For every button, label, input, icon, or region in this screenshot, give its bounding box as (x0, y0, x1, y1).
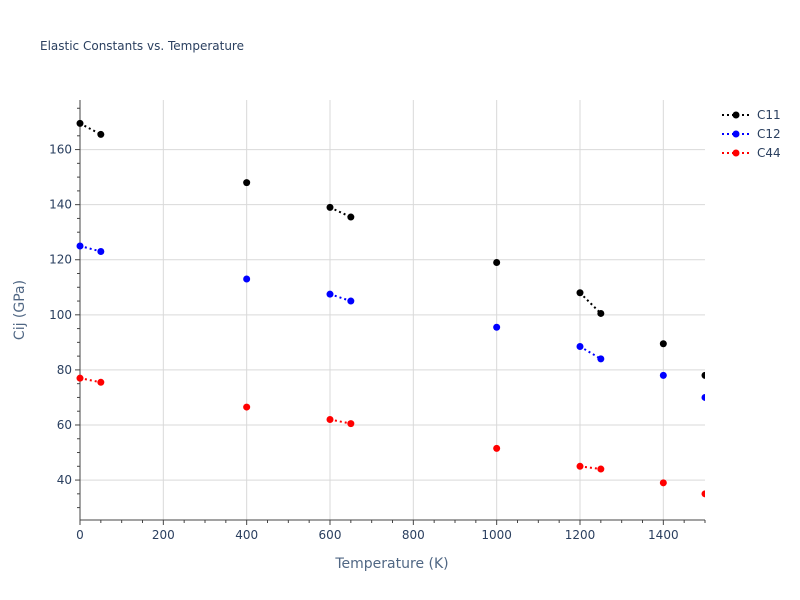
data-point-c44[interactable] (701, 490, 709, 498)
y-axis-title: Cij (GPa) (12, 280, 28, 340)
y-tick-label: 60 (57, 418, 72, 432)
chart-title: Elastic Constants vs. Temperature (40, 39, 244, 53)
legend[interactable]: C11 C12 C44 (722, 108, 781, 160)
series-line-c12 (79, 245, 102, 253)
x-tick-label: 1000 (481, 528, 512, 542)
data-point-c11[interactable] (347, 213, 355, 221)
data-point-c12[interactable] (347, 297, 355, 305)
x-tick-label: 600 (319, 528, 342, 542)
data-point-c44[interactable] (597, 465, 605, 473)
y-tick-label: 160 (49, 143, 72, 157)
x-tick-label: 0 (76, 528, 84, 542)
data-point-c44[interactable] (576, 462, 584, 470)
series-line-c11 (329, 206, 352, 218)
legend-marker (732, 130, 740, 138)
x-tick-label: 800 (402, 528, 425, 542)
x-tick-label: 1400 (648, 528, 679, 542)
y-tick-label: 80 (57, 363, 72, 377)
data-layer (76, 119, 709, 498)
data-point-c12[interactable] (597, 355, 605, 363)
series-line-c12 (579, 345, 602, 360)
y-tick-label: 100 (49, 308, 72, 322)
data-point-c12[interactable] (659, 371, 667, 379)
series-c12 (76, 242, 709, 401)
data-point-c12[interactable] (326, 290, 334, 298)
data-point-c44[interactable] (326, 415, 334, 423)
legend-label: C11 (757, 108, 781, 122)
data-point-c11[interactable] (76, 119, 84, 127)
data-point-c12[interactable] (243, 275, 251, 283)
data-point-c11[interactable] (97, 130, 105, 138)
x-tick-label: 400 (235, 528, 258, 542)
series-line-c44 (79, 377, 102, 384)
series-line-c12 (329, 293, 352, 302)
data-point-c12[interactable] (701, 393, 709, 401)
data-point-c44[interactable] (97, 378, 105, 386)
data-point-c11[interactable] (701, 371, 709, 379)
series-line-c44 (579, 465, 601, 471)
x-axis-title: Temperature (K) (334, 556, 448, 572)
data-point-c44[interactable] (493, 444, 501, 452)
y-tick-label: 140 (49, 198, 72, 212)
data-point-c12[interactable] (76, 242, 84, 250)
data-point-c12[interactable] (97, 247, 105, 255)
legend-item-c11[interactable]: C11 (722, 108, 781, 122)
data-point-c44[interactable] (76, 374, 84, 382)
data-point-c44[interactable] (243, 403, 251, 411)
legend-label: C44 (757, 146, 781, 160)
data-point-c11[interactable] (326, 203, 334, 211)
legend-item-c12[interactable]: C12 (722, 127, 781, 141)
series-c11 (76, 119, 709, 379)
axes-layer: 0 200 400 600 800 1000 1200 1400 40 60 80 100 120 140… (49, 100, 706, 542)
legend-label: C12 (757, 127, 781, 141)
data-point-c12[interactable] (576, 342, 584, 350)
grid-layer (80, 100, 705, 520)
series-line-c11 (579, 292, 602, 315)
y-tick-label: 120 (49, 253, 72, 267)
data-point-c11[interactable] (243, 179, 251, 187)
data-point-c44[interactable] (347, 420, 355, 428)
legend-marker (732, 149, 740, 157)
data-point-c44[interactable] (659, 479, 667, 487)
data-point-c12[interactable] (493, 323, 501, 331)
series-line-c44 (329, 418, 352, 425)
x-tick-label: 1200 (565, 528, 596, 542)
data-point-c11[interactable] (576, 289, 584, 297)
series-c44 (76, 374, 709, 498)
legend-item-c44[interactable]: C44 (722, 146, 781, 160)
data-point-c11[interactable] (493, 258, 501, 266)
data-point-c11[interactable] (597, 309, 605, 317)
legend-marker (732, 111, 740, 119)
y-tick-label: 40 (57, 473, 72, 487)
series-line-c11 (79, 122, 102, 136)
data-point-c11[interactable] (659, 340, 667, 348)
x-tick-label: 200 (152, 528, 175, 542)
